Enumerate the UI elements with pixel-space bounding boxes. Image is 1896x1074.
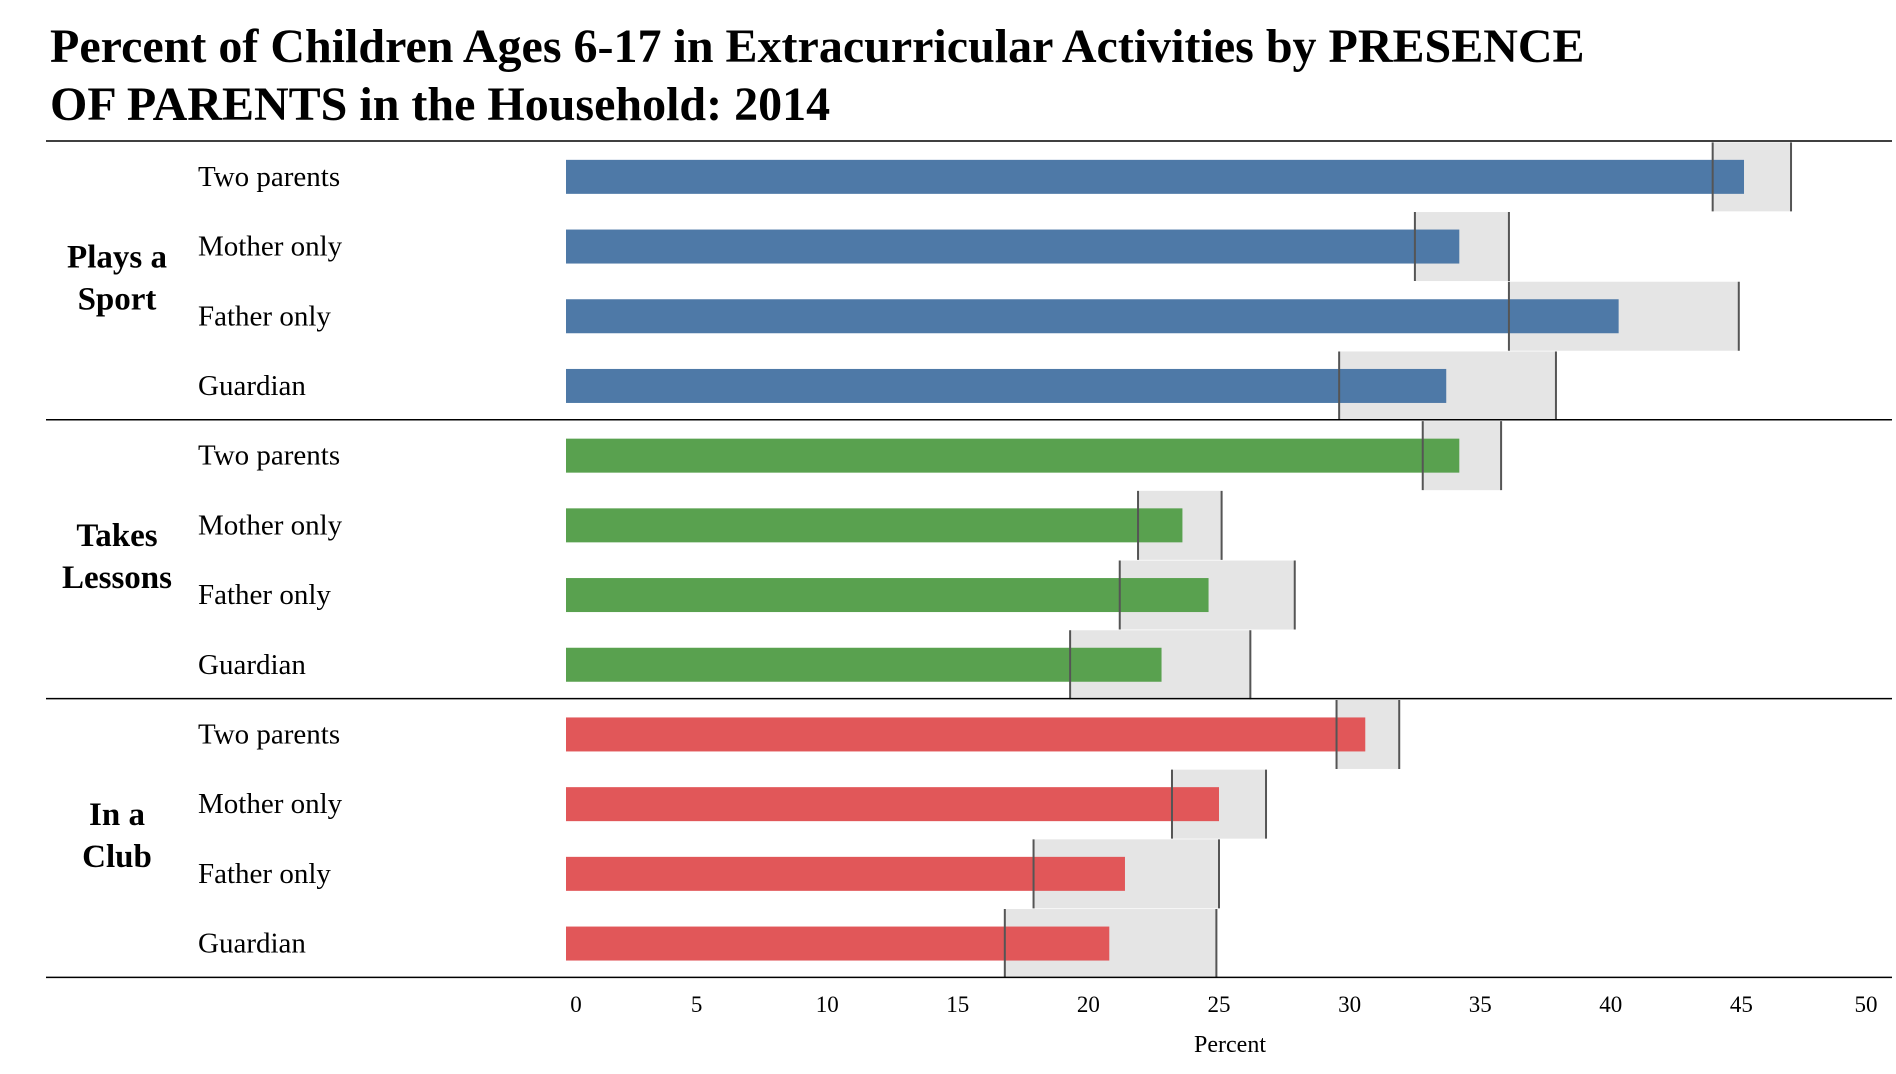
group-label: Plays a <box>67 239 167 275</box>
bar-group-1: Takes Lessons Two parents Mother only Father… <box>62 421 1503 700</box>
x-tick-label: 15 <box>946 992 969 1017</box>
chart-title-line-2: OF PARENTS in the Household: 2014 <box>50 78 830 131</box>
category-label: Guardian <box>198 370 306 402</box>
bar <box>566 578 1209 613</box>
bar <box>566 159 1745 194</box>
x-axis-title: Percent <box>1194 1032 1266 1058</box>
x-tick-label: 5 <box>691 992 703 1017</box>
x-tick-label: 25 <box>1208 992 1231 1017</box>
category-label: Two parents <box>198 161 340 193</box>
bar <box>566 717 1366 752</box>
category-label: Guardian <box>198 928 306 960</box>
x-tick-label: 50 <box>1855 992 1878 1017</box>
chart-title: Percent of Children Ages 6-17 in Extracu… <box>50 20 1585 131</box>
bar <box>566 368 1447 403</box>
x-tick-label: 30 <box>1338 992 1361 1017</box>
x-tick-label: 0 <box>570 992 582 1017</box>
chart-title-line-1: Percent of Children Ages 6-17 in Extracu… <box>50 20 1585 73</box>
bar <box>566 508 1183 543</box>
x-axis: Percent 0 5 10 15 20 25 30 35 40 45 50 <box>570 992 1877 1058</box>
x-tick-label: 10 <box>816 992 839 1017</box>
category-label: Father only <box>198 858 331 890</box>
bar <box>566 647 1162 682</box>
category-label: Father only <box>198 579 331 611</box>
x-tick-label: 45 <box>1730 992 1753 1017</box>
category-label: Mother only <box>198 509 343 541</box>
bar <box>566 926 1110 961</box>
category-label: Mother only <box>198 231 343 263</box>
bar <box>566 299 1619 334</box>
bar-group-2: In a Club Two parents Mother only Father onl… <box>82 699 1401 979</box>
x-tick-label: 20 <box>1077 992 1100 1017</box>
group-label: Takes <box>76 518 157 554</box>
bar <box>566 229 1460 264</box>
category-label: Two parents <box>198 718 340 750</box>
group-label: Sport <box>78 281 157 317</box>
group-label: In a <box>89 797 145 833</box>
category-label: Mother only <box>198 788 343 820</box>
category-label: Guardian <box>198 649 306 681</box>
x-tick-label: 35 <box>1469 992 1492 1017</box>
x-tick-label: 40 <box>1599 992 1622 1017</box>
bar <box>566 787 1219 822</box>
category-label: Father only <box>198 300 331 332</box>
plot-area: Plays a Sport Two parents Mother only Father… <box>46 140 1892 979</box>
group-label: Club <box>82 839 152 875</box>
bar-group-0: Plays a Sport Two parents Mother only Father… <box>67 142 1793 421</box>
bar <box>566 856 1125 891</box>
group-label: Lessons <box>62 560 172 596</box>
bar <box>566 438 1460 473</box>
category-label: Two parents <box>198 440 340 472</box>
